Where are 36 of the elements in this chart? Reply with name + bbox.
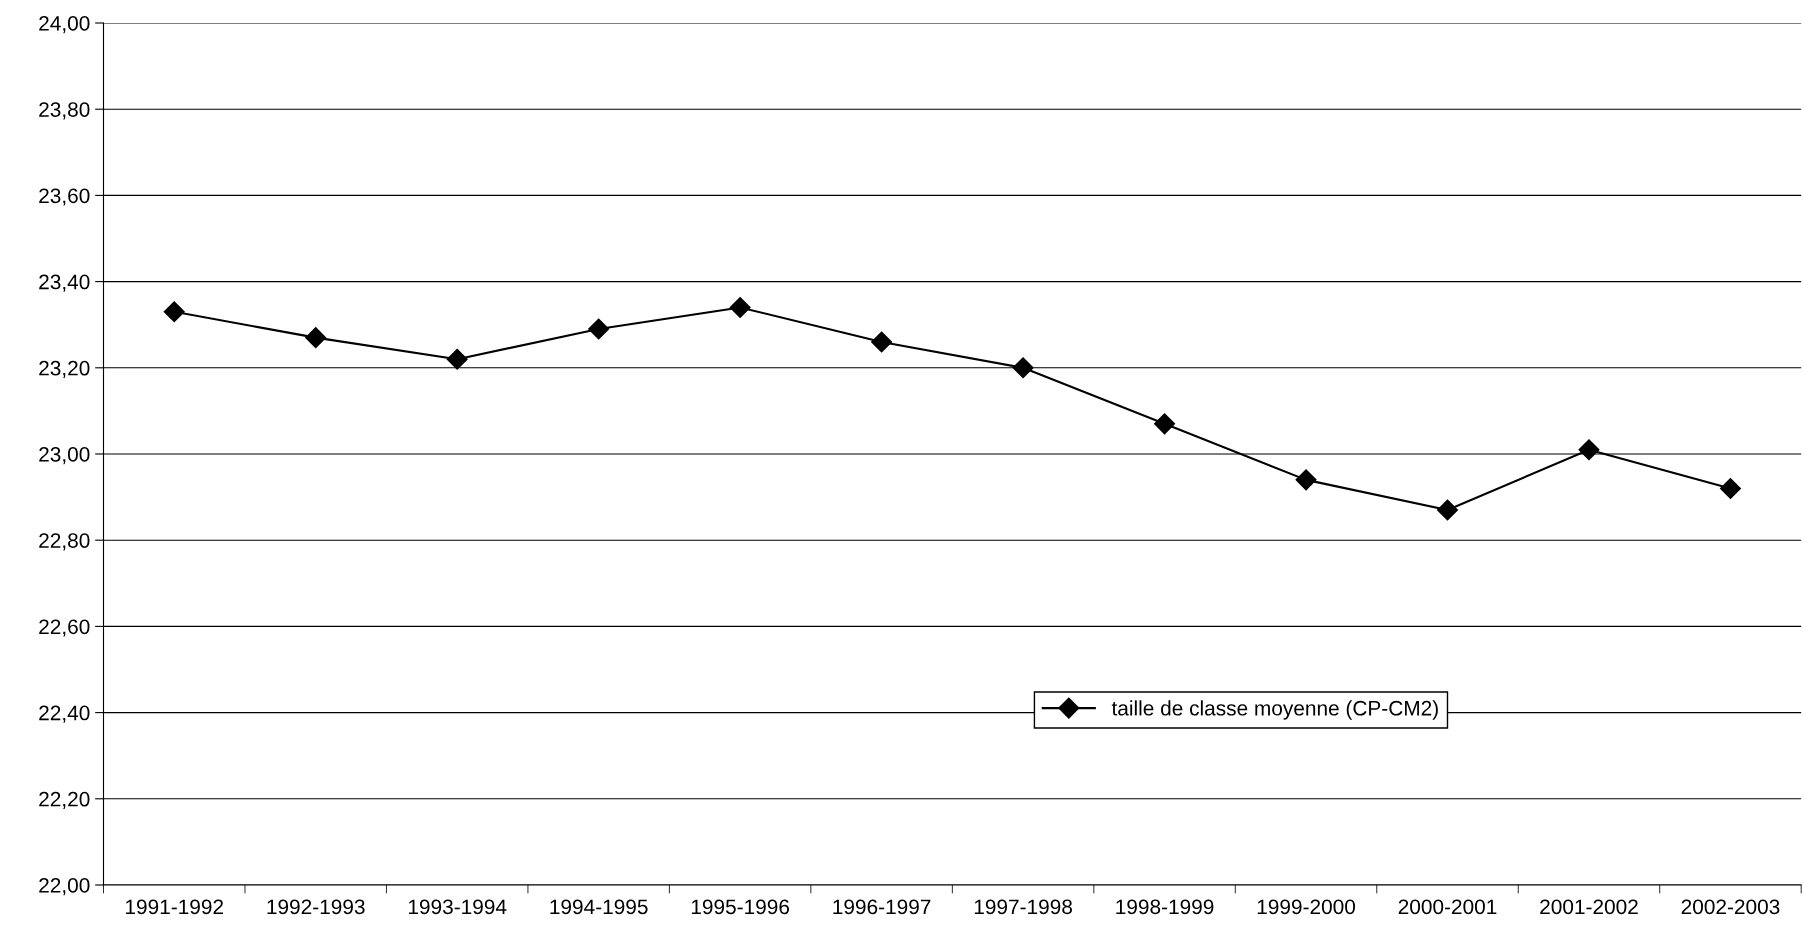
x-tick-label: 1997-1998 — [974, 899, 1072, 915]
y-tick-label: 23,80 — [39, 102, 90, 120]
x-tick-label: 1998-1999 — [1116, 899, 1214, 915]
point — [729, 296, 751, 318]
y-tick-label: 22,40 — [39, 705, 90, 723]
point — [446, 348, 468, 370]
y-tick-label: 24,00 — [39, 16, 90, 34]
y-tick-label: 22,80 — [39, 533, 90, 551]
x-tick-label: 1991-1992 — [126, 899, 224, 915]
point — [1295, 469, 1317, 491]
point — [1012, 357, 1034, 379]
y-tick-label: 23,40 — [39, 274, 90, 292]
x-tick-label: 1996-1997 — [833, 899, 931, 915]
x-tick-label: 1999-2000 — [1257, 899, 1356, 915]
legend-label: taille de classe moyenne (CP-CM2) — [1111, 700, 1438, 720]
x-tick-label: 1994-1995 — [550, 899, 648, 915]
x-tick-label: 2000-2001 — [1398, 899, 1497, 915]
point — [1578, 439, 1600, 461]
x-tick-label: 1995-1996 — [691, 899, 790, 915]
y-tick-label: 22,20 — [39, 791, 90, 810]
point — [1719, 477, 1741, 499]
x-tick-label: 1992-1993 — [267, 899, 365, 915]
x-tick-label: 2001-2002 — [1540, 899, 1638, 915]
x-tick-label: 1993-1994 — [408, 899, 507, 915]
y-tick-label: 22,00 — [39, 878, 90, 896]
point — [1436, 499, 1459, 521]
point — [305, 327, 327, 349]
x-tick-label: 2002-2003 — [1681, 899, 1780, 915]
point — [163, 301, 185, 323]
point — [1154, 413, 1176, 435]
y-tick-label: 23,60 — [39, 188, 90, 206]
point — [871, 331, 893, 353]
point — [588, 318, 610, 340]
y-tick-label: 23,00 — [39, 447, 90, 465]
y-tick-label: 23,20 — [39, 360, 90, 379]
y-tick-label: 22,60 — [39, 619, 90, 637]
